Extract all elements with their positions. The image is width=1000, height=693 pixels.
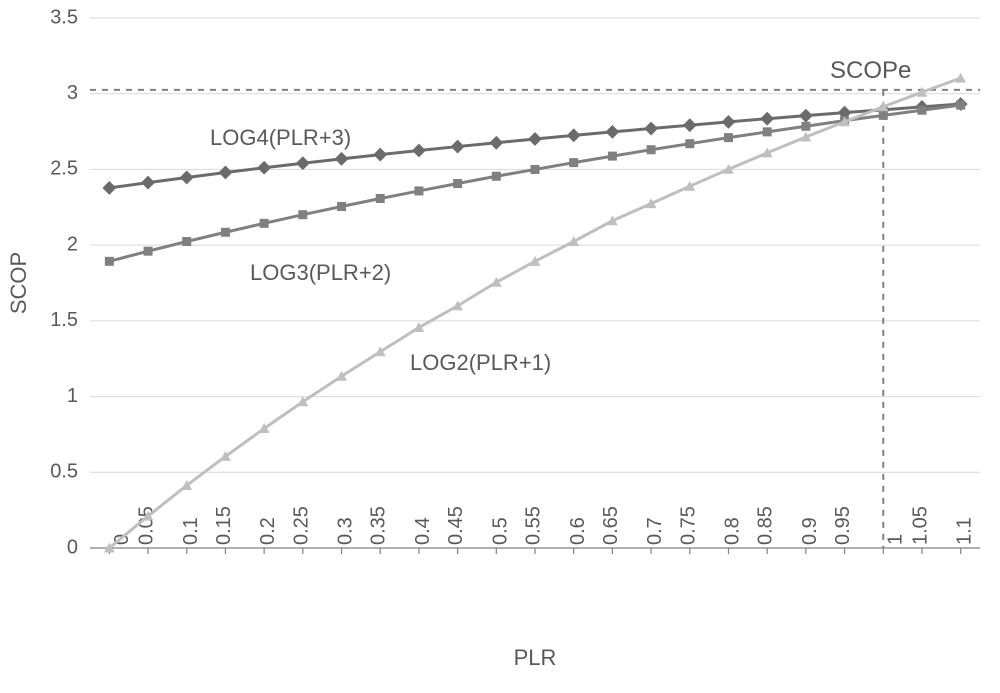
marker-square [685,139,694,148]
marker-square [763,127,772,136]
marker-square [956,101,965,110]
y-tick-label: 0 [67,536,78,558]
chart-background [0,0,1000,693]
marker-square [260,219,269,228]
marker-square [298,210,307,219]
marker-square [414,186,423,195]
x-tick-label: 0.4 [412,517,434,545]
marker-square [724,133,733,142]
x-tick-label: 0.1 [180,517,202,545]
marker-square [182,237,191,246]
x-tick-label: 1.05 [909,506,931,545]
x-tick-label: 0.95 [832,506,854,545]
x-tick-label: 0.55 [523,506,545,545]
chart-container: 00.511.522.533.500.050.10.150.20.250.30.… [0,0,1000,693]
marker-square [144,247,153,256]
marker-square [879,111,888,120]
x-tick-label: 0.2 [257,517,279,545]
x-tick-label: 0.3 [335,517,357,545]
x-tick-label: 0.35 [368,506,390,545]
marker-square [453,179,462,188]
scope-label: SCOPe [830,57,911,84]
marker-square [917,106,926,115]
x-tick-label: 0.7 [644,517,666,545]
scop-vs-plr-chart: 00.511.522.533.500.050.10.150.20.250.30.… [0,0,1000,693]
series-label: LOG3(PLR+2) [250,260,391,285]
x-tick-label: 0.65 [600,506,622,545]
y-axis-title: SCOP [6,252,31,314]
marker-square [531,165,540,174]
x-axis-title: PLR [514,645,557,670]
marker-square [376,194,385,203]
x-tick-label: 0.45 [445,506,467,545]
x-tick-label: 0.5 [489,517,511,545]
x-tick-label: 0.6 [567,517,589,545]
y-tick-label: 0.5 [50,461,78,483]
x-tick-label: 0.15 [213,506,235,545]
series-label: LOG4(PLR+3) [210,125,351,150]
x-tick-label: 0.8 [722,517,744,545]
y-tick-label: 1 [67,385,78,407]
y-tick-label: 3 [67,82,78,104]
marker-square [337,202,346,211]
y-tick-label: 2 [67,233,78,255]
x-tick-label: 1 [885,534,907,545]
y-tick-label: 2.5 [50,158,78,180]
marker-square [801,122,810,131]
x-tick-label: 0.75 [677,506,699,545]
x-tick-label: 1.1 [954,517,976,545]
x-tick-label: 0.85 [755,506,777,545]
marker-square [105,257,114,266]
x-tick-label: 0.9 [799,517,821,545]
marker-square [647,145,656,154]
marker-square [492,172,501,181]
y-tick-label: 1.5 [50,309,78,331]
marker-square [221,228,230,237]
y-tick-label: 3.5 [50,6,78,28]
series-label: LOG2(PLR+1) [410,350,551,375]
marker-square [569,158,578,167]
marker-square [608,152,617,161]
x-tick-label: 0.25 [290,506,312,545]
